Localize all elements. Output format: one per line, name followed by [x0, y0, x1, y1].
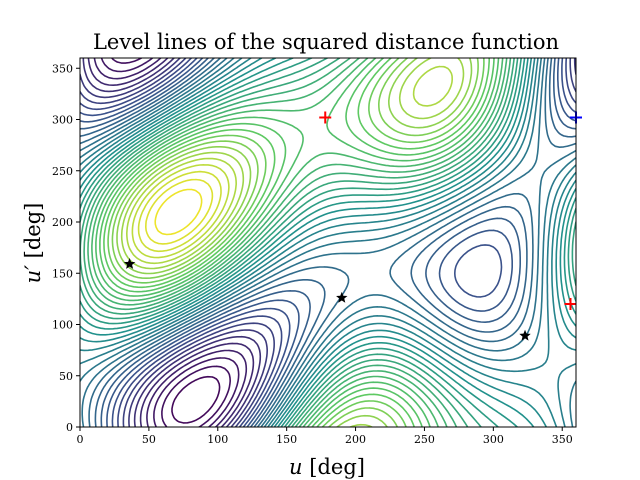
contour-level-line [80, 58, 576, 427]
contour-lines [80, 58, 576, 427]
contour-level-line [80, 58, 576, 427]
contour-level-line [80, 58, 576, 427]
x-tick-label: 300 [483, 433, 504, 446]
contour-level-line [93, 58, 248, 427]
contour-level-line [80, 58, 576, 427]
y-tick-label: 250 [52, 165, 73, 178]
x-axis-ticks: 0 50 100 150 200 250 300 350 [77, 427, 573, 446]
contour-level-line [137, 170, 222, 253]
x-tick-label: 50 [142, 433, 156, 446]
y-tick-label: 0 [66, 421, 73, 434]
contour-level-line [107, 58, 485, 427]
contour-level-line [95, 58, 500, 427]
contour-level-line [99, 58, 495, 427]
y-tick-label: 50 [59, 370, 73, 383]
contour-level-line [111, 58, 479, 427]
x-tick-label: 200 [345, 433, 366, 446]
contour-level-line [80, 58, 576, 427]
contour-level-line [111, 58, 231, 427]
y-axis-label: u′ [deg] [21, 203, 45, 284]
y-tick-label: 300 [52, 114, 73, 127]
saddle-point-star [123, 258, 136, 269]
contour-level-line [91, 58, 504, 427]
y-tick-label: 350 [52, 62, 73, 75]
contour-level-line [80, 58, 576, 427]
contour-level-line [171, 375, 221, 424]
y-axis-ticks: 0 50 100 150 200 250 300 350 [52, 62, 80, 434]
y-tick-label: 200 [52, 216, 73, 229]
saddle-point-star [519, 329, 531, 341]
maximum-plus-marker [319, 111, 332, 124]
contour-level-line [83, 58, 512, 427]
contour-level-line [103, 58, 490, 427]
contour-level-line [82, 58, 262, 427]
contour-level-line [80, 58, 576, 427]
contour-level-line [116, 58, 473, 427]
y-tick-label: 150 [52, 267, 73, 280]
contour-level-line [87, 58, 508, 427]
x-axis-label-unit: [deg] [303, 455, 365, 479]
contour-level-line [80, 58, 576, 427]
x-tick-label: 250 [414, 433, 435, 446]
x-tick-label: 0 [77, 433, 84, 446]
contour-level-line [80, 58, 515, 427]
x-axis-label: u [deg] [289, 455, 365, 479]
maximum-plus-marker [564, 298, 577, 310]
contour-level-line [145, 178, 214, 245]
x-tick-label: 350 [552, 433, 573, 446]
contour-level-line [100, 58, 240, 427]
contour-level-line [126, 65, 453, 265]
contour-level-line [80, 58, 576, 427]
contour-level-line [80, 58, 576, 427]
contour-level-line [80, 58, 576, 427]
contour-level-line [87, 58, 255, 427]
y-axis-label-unit: [deg] [21, 203, 45, 265]
y-tick-label: 100 [52, 319, 73, 332]
contour-level-line [80, 58, 576, 427]
contour-level-line [80, 58, 576, 427]
critical-point-markers [123, 111, 582, 341]
x-tick-label: 150 [276, 433, 297, 446]
contour-level-line [80, 58, 576, 427]
plot-frame [79, 57, 577, 428]
x-tick-label: 100 [207, 433, 228, 446]
contour-level-line [154, 188, 203, 236]
contour-level-line [80, 58, 576, 427]
chart-title: Level lines of the squared distance func… [93, 30, 559, 54]
saddle-point-star [336, 291, 348, 303]
contour-level-line [131, 164, 230, 259]
